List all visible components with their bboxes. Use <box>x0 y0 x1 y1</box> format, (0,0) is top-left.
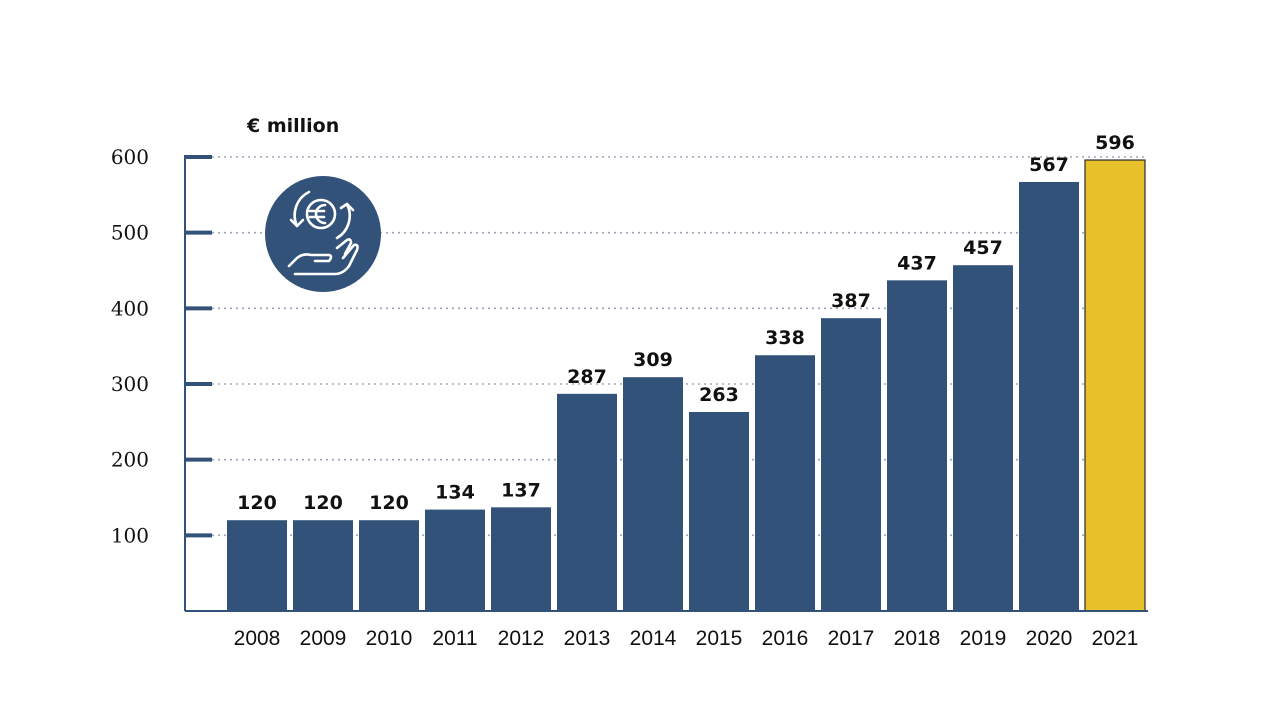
x-tick-label-2012: 2012 <box>498 627 545 650</box>
euro-hand-icon <box>265 176 381 292</box>
data-label-2019: 457 <box>963 237 1003 259</box>
x-axis-ticks: 2008 2009 2010 2011 2012 2013 2014 2015 2016 2017… <box>234 627 1139 650</box>
data-label-2011: 134 <box>435 482 475 504</box>
data-label-2017: 387 <box>831 290 871 312</box>
bar-2011 <box>425 509 485 611</box>
x-tick-label-2020: 2020 <box>1026 627 1073 650</box>
data-label-2020: 567 <box>1029 154 1069 176</box>
x-tick-label-2017: 2017 <box>828 627 875 650</box>
x-tick-label-2010: 2010 <box>366 627 413 650</box>
x-tick-label-2021: 2021 <box>1092 627 1139 650</box>
y-tick-label: 400 <box>111 296 149 320</box>
x-tick-label-2016: 2016 <box>762 627 809 650</box>
bar-2016 <box>755 355 815 611</box>
bars <box>227 159 1146 612</box>
data-label-2016: 338 <box>765 327 805 349</box>
data-label-2021: 596 <box>1095 132 1135 154</box>
bar-2012 <box>491 507 551 611</box>
x-tick-label-2013: 2013 <box>564 627 611 650</box>
bar-2017 <box>821 318 881 611</box>
y-tick-label: 600 <box>111 145 149 169</box>
x-tick-label-2015: 2015 <box>696 627 743 650</box>
data-label-2014: 309 <box>633 349 673 371</box>
bar-2010 <box>359 520 419 611</box>
bar-2018 <box>887 280 947 611</box>
y-axis-ticks: 100 200 300 400 500 600 <box>111 145 212 547</box>
data-label-2013: 287 <box>567 366 607 388</box>
bar-2020 <box>1019 181 1079 611</box>
data-label-2010: 120 <box>369 492 409 514</box>
x-tick-label-2014: 2014 <box>630 627 677 650</box>
y-tick-label: 300 <box>111 372 149 396</box>
y-tick-label: 500 <box>111 221 149 245</box>
bar-2008 <box>227 520 287 611</box>
bar-2013 <box>557 393 617 611</box>
data-labels: 120 120 120 134 137 287 309 263 338 387 437 457 567 5… <box>237 132 1135 514</box>
data-label-2008: 120 <box>237 492 277 514</box>
x-tick-label-2011: 2011 <box>432 627 477 650</box>
y-tick-label: 200 <box>111 448 149 472</box>
x-tick-label-2009: 2009 <box>300 627 347 650</box>
bar-2009 <box>293 520 353 611</box>
bar-2015 <box>689 411 749 611</box>
data-label-2012: 137 <box>501 479 541 501</box>
x-tick-label-2019: 2019 <box>960 627 1007 650</box>
y-tick-label: 100 <box>111 523 149 547</box>
y-axis-unit-label: € million <box>246 115 339 137</box>
x-tick-label-2008: 2008 <box>234 627 281 650</box>
bar-2014 <box>623 377 683 611</box>
bar-2019 <box>953 265 1013 611</box>
data-label-2018: 437 <box>897 252 937 274</box>
data-label-2009: 120 <box>303 492 343 514</box>
data-label-2015: 263 <box>699 384 739 406</box>
bar-2021 <box>1084 159 1146 612</box>
x-tick-label-2018: 2018 <box>894 627 941 650</box>
